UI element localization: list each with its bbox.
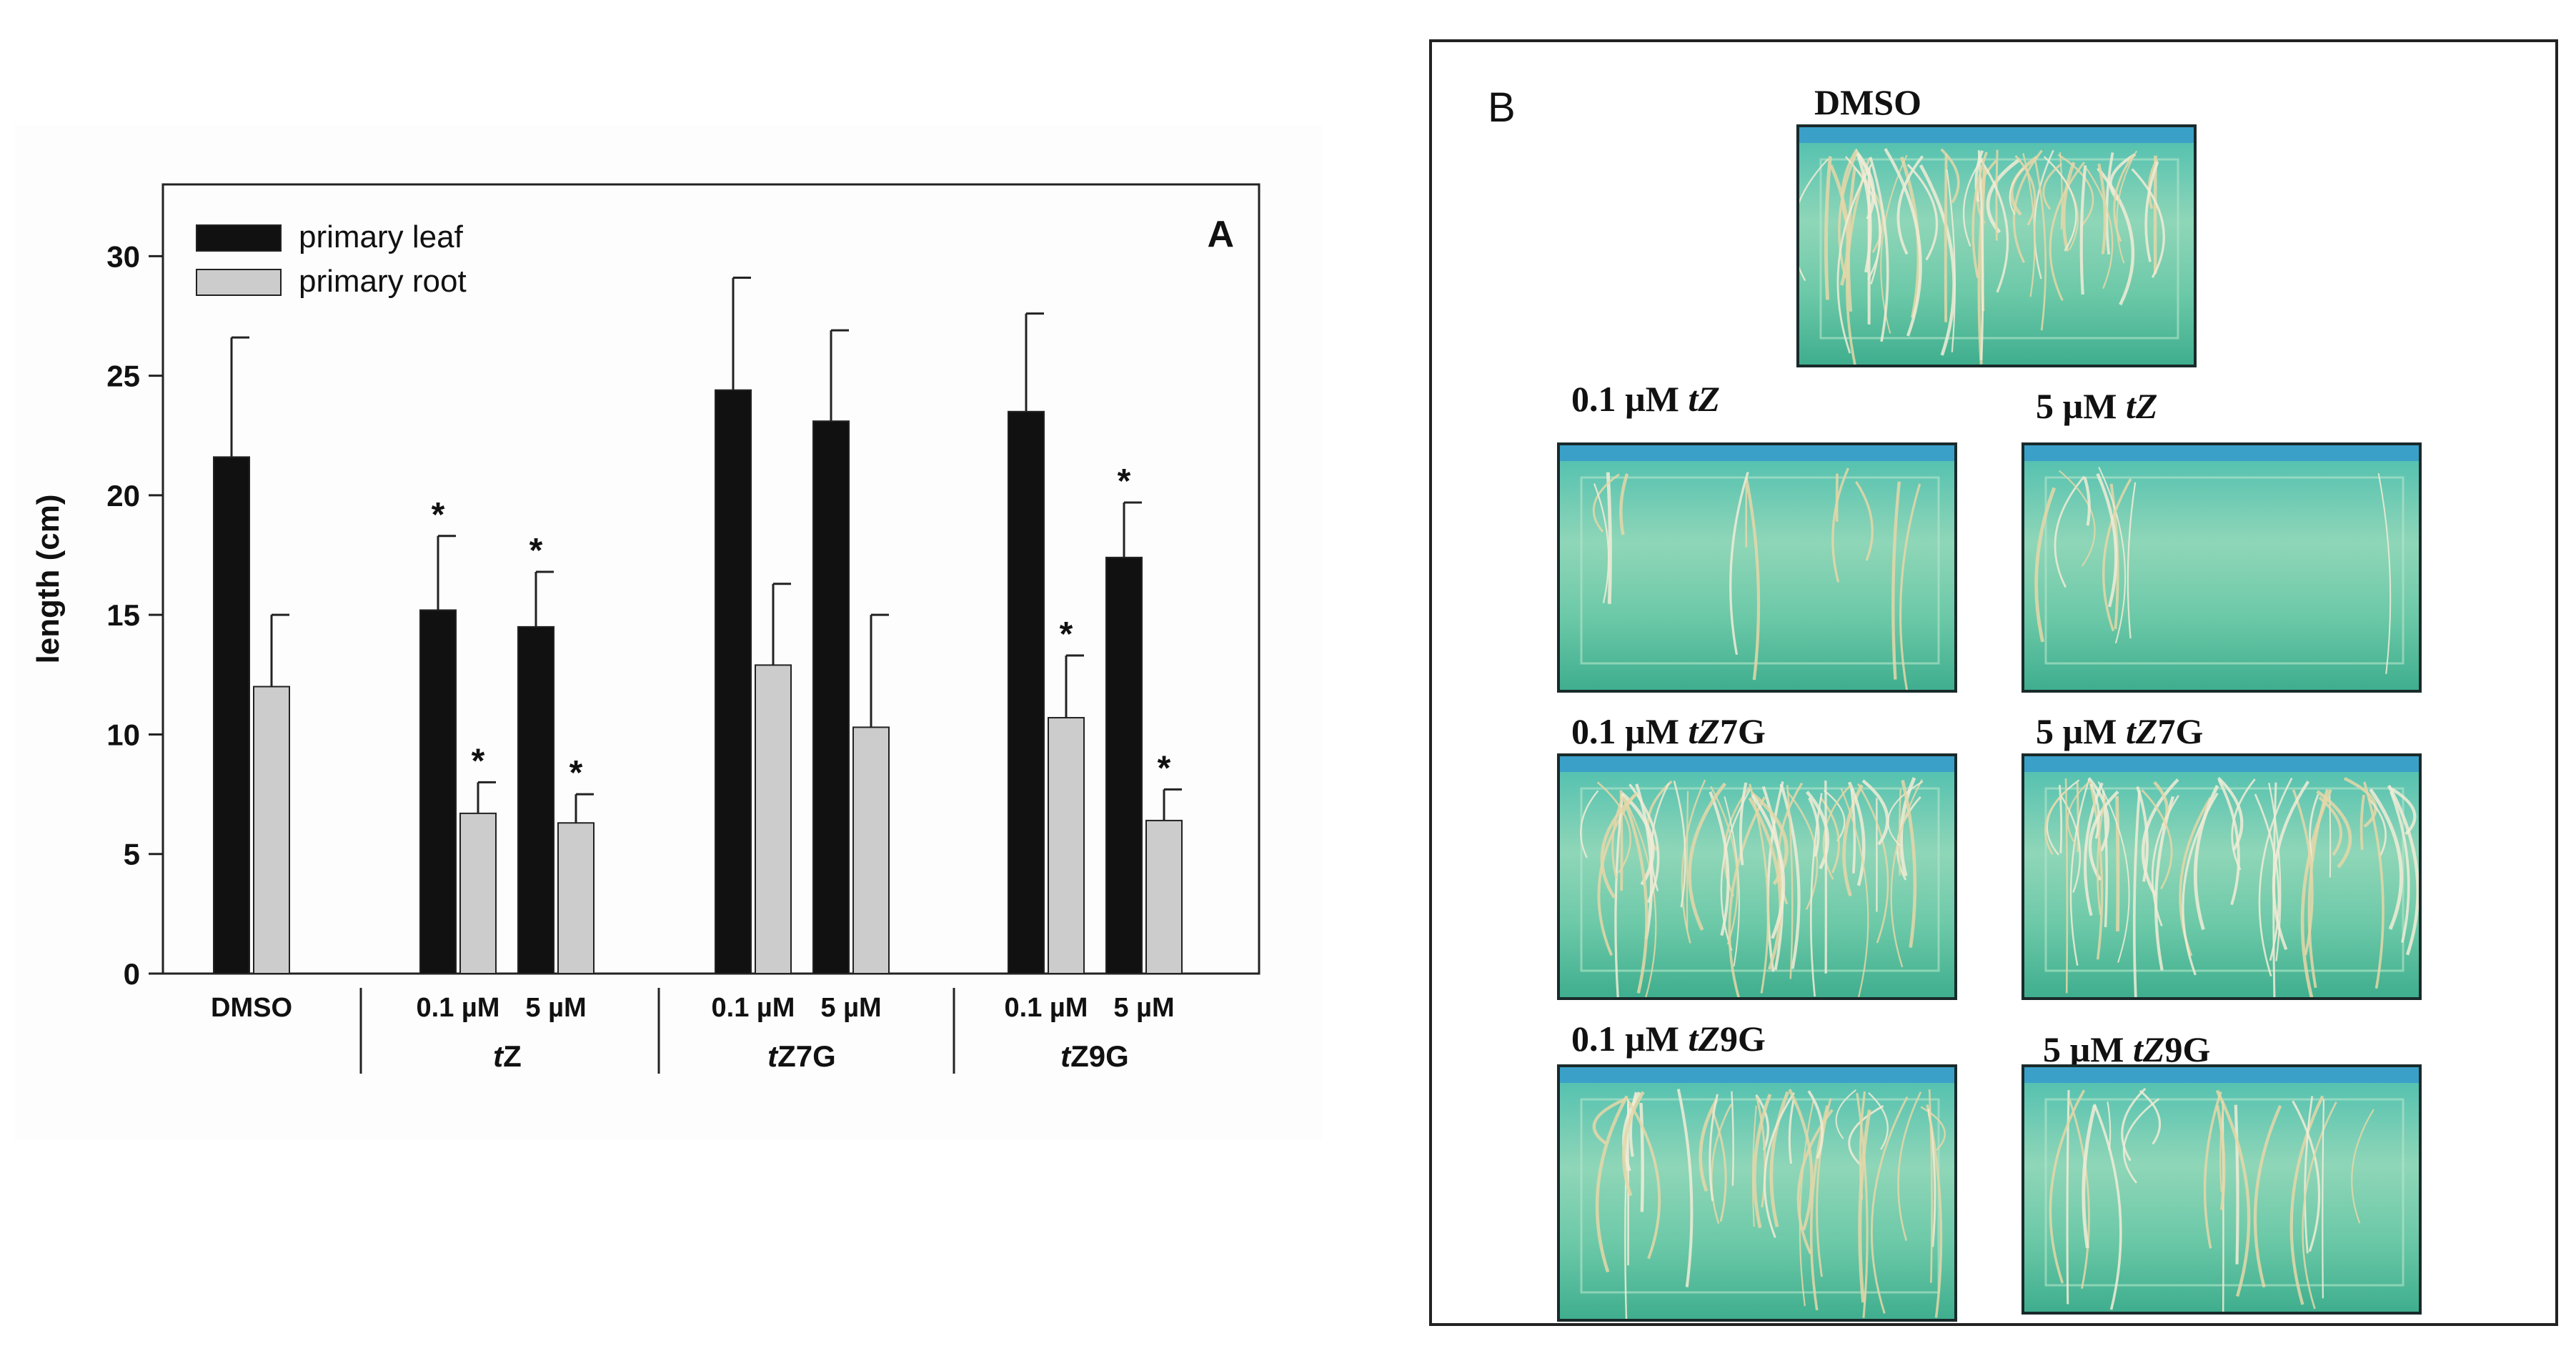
bar <box>1048 717 1085 974</box>
photo-label-prefix: 0.1 µM <box>1571 1019 1689 1059</box>
panel-b-photos: B DMSO 0.1 µM tZ 5 µM tZ 0.1 µM tZ7G 5 µM tZ… <box>1429 39 2558 1326</box>
x-tick-label: 0.1 µM <box>712 993 795 1023</box>
root-strands <box>1580 467 1940 690</box>
bar <box>1008 410 1045 974</box>
bar <box>419 609 457 974</box>
bar <box>557 822 595 974</box>
seedling-photo-tz7g-5 <box>2021 753 2422 1000</box>
root-strands <box>2034 466 2405 674</box>
photo-label-italic: tZ <box>2126 386 2158 426</box>
photo-label-tz9g-01: 0.1 µM tZ9G <box>1571 1018 1766 1059</box>
legend-label: primary leaf <box>299 219 464 254</box>
photo-label-tz7g-01: 0.1 µM tZ7G <box>1571 711 1766 752</box>
photo-label-tz9g-5: 5 µM tZ9G <box>2043 1029 2210 1070</box>
y-tick-label: 30 <box>106 239 140 273</box>
legend-label: primary root <box>299 264 467 299</box>
legend-swatch <box>196 224 282 252</box>
root-strands <box>1580 777 1940 997</box>
panel-a-letter: A <box>1207 214 1234 255</box>
legend-swatch <box>196 269 282 296</box>
significance-marker: * <box>1118 462 1131 500</box>
y-tick-label: 5 <box>124 838 140 871</box>
photo-label-suffix: 9G <box>1719 1019 1766 1059</box>
photo-label-prefix: 5 µM <box>2043 1029 2134 1069</box>
seedling-photo-tz9g-01 <box>1557 1064 1957 1322</box>
x-tick-label: DMSO <box>211 993 292 1023</box>
root-strands <box>1799 147 2179 365</box>
x-tick-label: 5 µM <box>1113 993 1174 1023</box>
group-label: tZ9G <box>1060 1039 1129 1073</box>
seedling-photo-tz9g-5 <box>2021 1064 2422 1315</box>
photo-label-tz7g-5: 5 µM tZ7G <box>2036 711 2203 752</box>
bar <box>812 420 850 974</box>
bar <box>459 812 497 974</box>
photo-label-suffix: 7G <box>2157 711 2204 751</box>
seedling-photo-tz-5 <box>2021 442 2422 693</box>
y-axis-label: length (cm) <box>31 494 66 663</box>
y-tick-label: 10 <box>106 718 140 751</box>
bar <box>1145 819 1183 974</box>
photo-label-italic: tZ <box>2126 711 2158 751</box>
photo-label-italic: tZ <box>1688 379 1720 419</box>
photo-label-prefix: 0.1 µM <box>1571 379 1689 419</box>
photo-label-italic: tZ <box>2133 1029 2165 1069</box>
significance-marker: * <box>472 742 485 780</box>
y-tick-label: 25 <box>106 360 140 393</box>
photo-label-dmso: DMSO <box>1814 81 1921 123</box>
significance-marker: * <box>432 496 445 534</box>
photo-label-prefix: DMSO <box>1814 82 1921 122</box>
photo-label-prefix: 5 µM <box>2036 386 2127 426</box>
x-tick-label: 0.1 µM <box>1005 993 1088 1023</box>
panel-b-letter: B <box>1488 84 1516 131</box>
root-strands <box>2044 776 2419 997</box>
y-tick-label: 15 <box>106 598 140 632</box>
photo-label-prefix: 5 µM <box>2036 711 2127 751</box>
significance-marker: * <box>1158 749 1171 787</box>
photo-label-tz-01: 0.1 µM tZ <box>1571 378 1720 420</box>
bar <box>755 664 792 974</box>
x-tick-label: 0.1 µM <box>417 993 500 1023</box>
photo-label-prefix: 0.1 µM <box>1571 711 1689 751</box>
bar <box>852 726 890 974</box>
group-label: tZ <box>493 1039 522 1073</box>
photo-label-suffix: 9G <box>2164 1029 2211 1069</box>
significance-marker: * <box>570 754 583 792</box>
seedling-photo-dmso <box>1796 124 2197 367</box>
photo-label-italic: tZ <box>1688 1019 1720 1059</box>
seedling-photo-tz-01 <box>1557 442 1957 693</box>
root-strands <box>1580 1089 1946 1319</box>
y-tick-label: 0 <box>124 957 140 991</box>
photo-label-tz-5: 5 µM tZ <box>2036 385 2157 427</box>
photo-label-italic: tZ <box>1688 711 1720 751</box>
significance-marker: * <box>529 532 543 570</box>
group-label: tZ7G <box>767 1039 836 1073</box>
plot-frame <box>161 183 1260 975</box>
x-tick-label: 5 µM <box>820 993 881 1023</box>
x-tick-label: 5 µM <box>525 993 586 1023</box>
bar <box>517 625 555 975</box>
seedling-photo-tz7g-01 <box>1557 753 1957 1000</box>
bar <box>715 389 752 974</box>
y-tick-label: 20 <box>106 479 140 513</box>
bar <box>253 686 290 975</box>
bar <box>1105 556 1143 974</box>
root-strands <box>2044 1087 2405 1312</box>
bar <box>213 456 250 974</box>
significance-marker: * <box>1060 615 1073 653</box>
photo-label-suffix: 7G <box>1719 711 1766 751</box>
